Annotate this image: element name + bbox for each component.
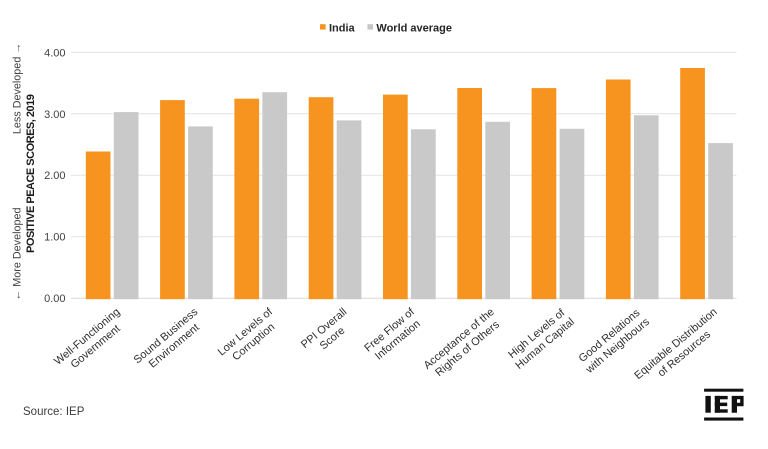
svg-text:India: India: [329, 22, 356, 34]
svg-text:Less Developed →: Less Developed →: [12, 43, 24, 134]
svg-text:4.00: 4.00: [44, 47, 65, 59]
svg-text:World average: World average: [376, 22, 452, 34]
svg-text:1.00: 1.00: [44, 232, 65, 244]
svg-text:3.00: 3.00: [44, 109, 65, 121]
svg-text:0.00: 0.00: [44, 293, 65, 305]
svg-text:← More Developed: ← More Developed: [12, 207, 24, 300]
svg-text:2.00: 2.00: [44, 170, 65, 182]
svg-text:POSITIVE PEACE SCORES, 2019: POSITIVE PEACE SCORES, 2019: [25, 94, 37, 253]
